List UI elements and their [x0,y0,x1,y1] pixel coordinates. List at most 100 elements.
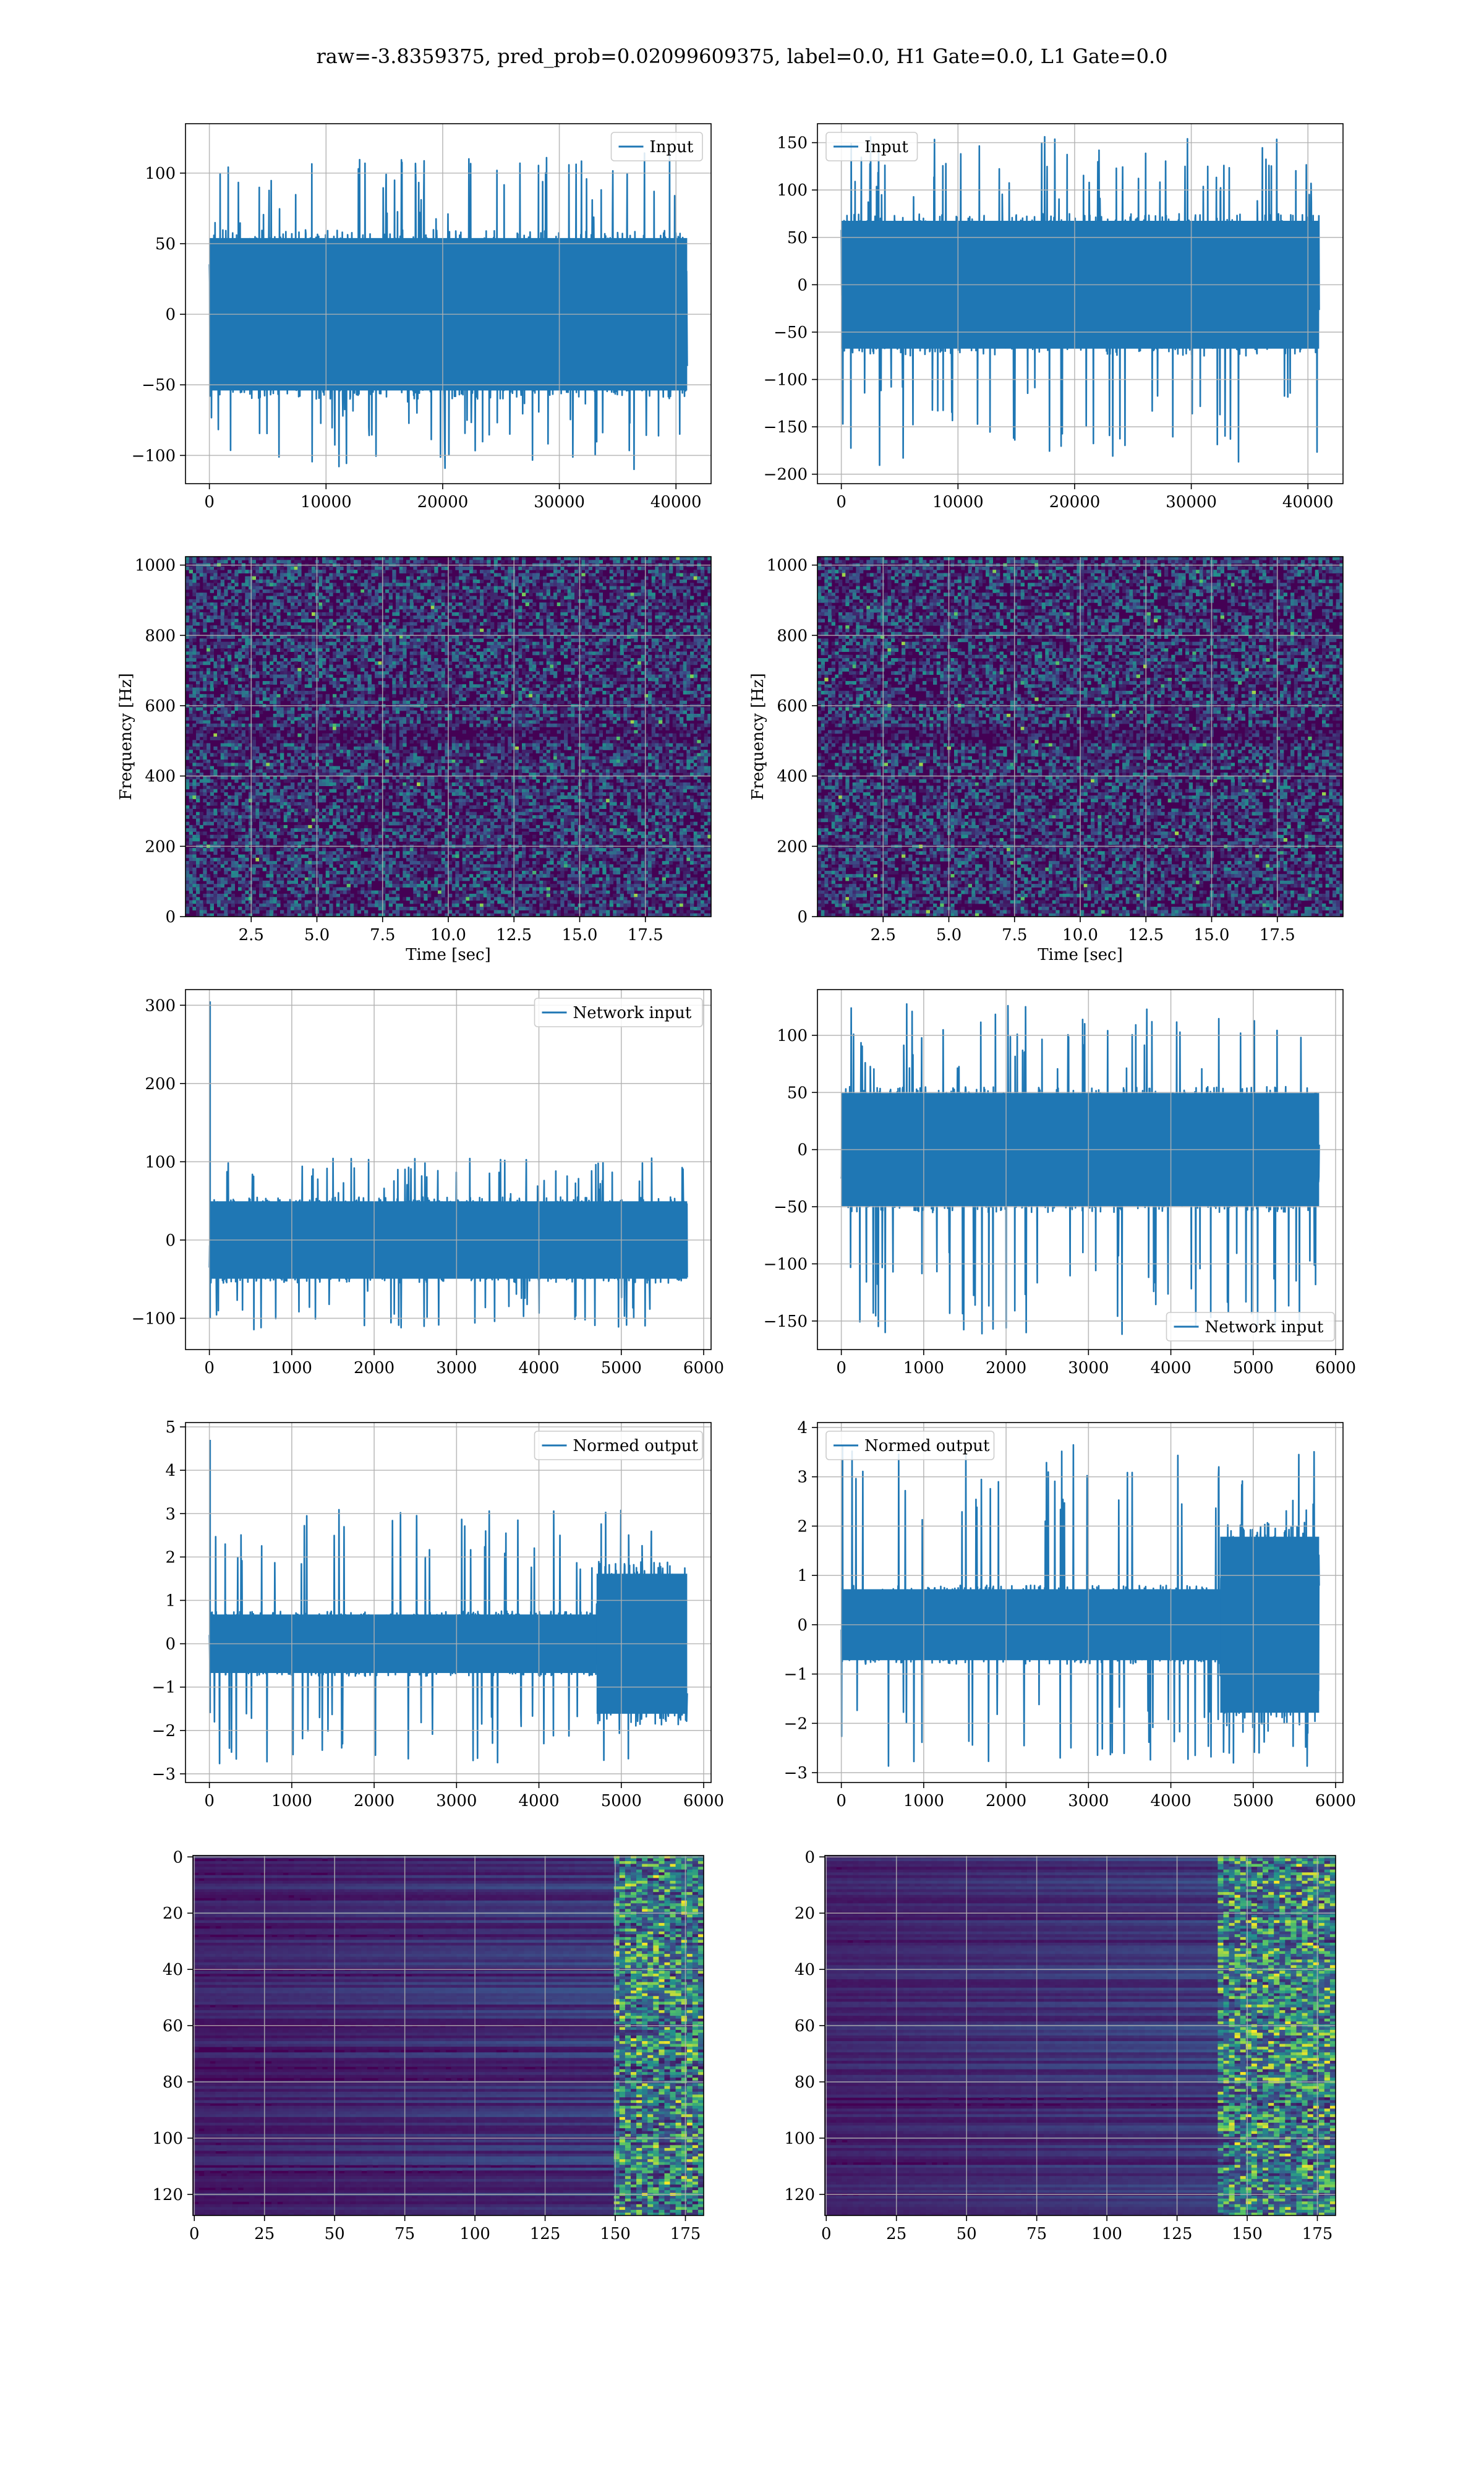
heatmap-cell [535,615,540,620]
heatmap-cell [413,560,417,564]
heatmap-cell [704,622,708,626]
heatmap-cell [220,566,224,570]
heatmap-cell [192,631,197,636]
heatmap-cell [280,720,284,724]
heatmap-cell [522,583,526,587]
heatmap-cell [255,690,260,695]
heatmap-cell [438,589,442,593]
heatmap-cell [308,717,312,721]
heatmap-cell [249,661,253,666]
heatmap-cell [451,727,456,730]
heatmap-cell [186,687,190,691]
heatmap-cell [638,664,642,669]
heatmap-cell [262,674,267,678]
heatmap-cell [588,677,592,682]
heatmap-cell [399,631,403,636]
heatmap-cell [585,707,589,711]
heatmap-cell [241,677,245,682]
heatmap-cell [382,576,386,580]
heatmap-cell [669,644,673,649]
heatmap-cell [409,684,414,688]
heatmap-cell [441,714,445,717]
heatmap-cell [360,593,365,597]
heatmap-cell [339,557,344,560]
heatmap-cell [665,641,670,646]
heatmap-cell [469,635,474,639]
heatmap-cell [399,651,403,656]
heatmap-cell [354,687,358,691]
heatmap-cell [238,690,242,695]
heatmap-cell [546,638,550,643]
heatmap-cell [620,638,624,643]
heatmap-cell [224,615,228,620]
heatmap-cell [459,694,463,698]
heatmap-cell [686,625,691,629]
heatmap-cell [683,612,687,616]
heatmap-cell [392,687,396,691]
heatmap-cell [357,707,361,711]
heatmap-cell [189,661,193,666]
heatmap-cell [273,690,277,695]
heatmap-cell [438,707,442,711]
heatmap-cell [291,648,295,652]
heatmap-cell [287,710,291,714]
x-tick-label: 20000 [417,493,469,511]
heatmap-cell [375,631,379,636]
heatmap-cell [616,560,621,564]
heatmap-cell [683,596,687,600]
heatmap-cell [553,710,558,714]
heatmap-cell [455,580,459,583]
heatmap-cell [378,674,382,678]
heatmap-cell [367,583,372,587]
heatmap-cell [329,714,333,717]
heatmap-cell [550,717,554,721]
heatmap-cell [525,658,529,662]
heatmap-cell [546,697,550,701]
heatmap-cell [448,677,453,682]
heatmap-cell [620,615,624,620]
heatmap-cell [329,707,333,711]
heatmap-cell [518,723,522,727]
heatmap-cell [318,606,323,610]
heatmap-cell [525,677,529,682]
heatmap-cell [665,615,670,620]
heatmap-cell [249,648,253,652]
heatmap-cell [199,661,203,666]
heatmap-cell [336,684,340,688]
heatmap-cell [388,667,393,672]
heatmap-cell [690,717,694,721]
heatmap-cell [493,586,498,590]
heatmap-cell [203,596,207,600]
heatmap-cell [333,730,337,734]
heatmap-cell [273,583,277,587]
heatmap-cell [472,638,477,643]
heatmap-cell [213,664,218,669]
heatmap-cell [445,674,449,678]
heatmap-cell [585,727,589,730]
heatmap-cell [459,602,463,606]
heatmap-cell [312,723,316,727]
heatmap-cell [360,723,365,727]
heatmap-cell [438,596,442,600]
heatmap-cell [224,557,228,560]
heatmap-cell [448,671,453,675]
heatmap-cell [199,687,203,691]
heatmap-cell [217,589,221,593]
heatmap-cell [697,687,701,691]
heatmap-cell [511,606,516,610]
heatmap-cell [186,560,190,564]
heatmap-cell [634,677,638,682]
heatmap-cell [508,671,512,675]
heatmap-cell [304,723,309,727]
heatmap-cell [672,557,676,560]
heatmap-cell [255,714,260,717]
heatmap-cell [413,658,417,662]
heatmap-cell [662,570,666,574]
heatmap-cell [560,631,565,636]
heatmap-cell [697,566,701,570]
heatmap-cell [231,723,235,727]
heatmap-cell [641,714,645,717]
heatmap-cell [514,566,519,570]
heatmap-cell [234,697,239,701]
heatmap-cell [623,661,628,666]
